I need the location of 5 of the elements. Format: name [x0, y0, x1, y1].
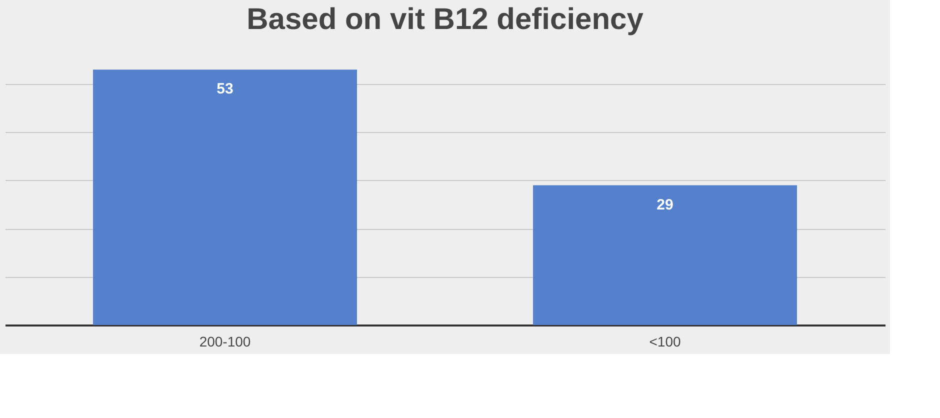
chart-title: Based on vit B12 deficiency: [246, 3, 644, 36]
data-label: 53: [216, 80, 234, 98]
data-label: 29: [656, 196, 674, 214]
x-tick-label: 200-100: [199, 334, 251, 350]
x-tick-label: <100: [649, 334, 681, 350]
